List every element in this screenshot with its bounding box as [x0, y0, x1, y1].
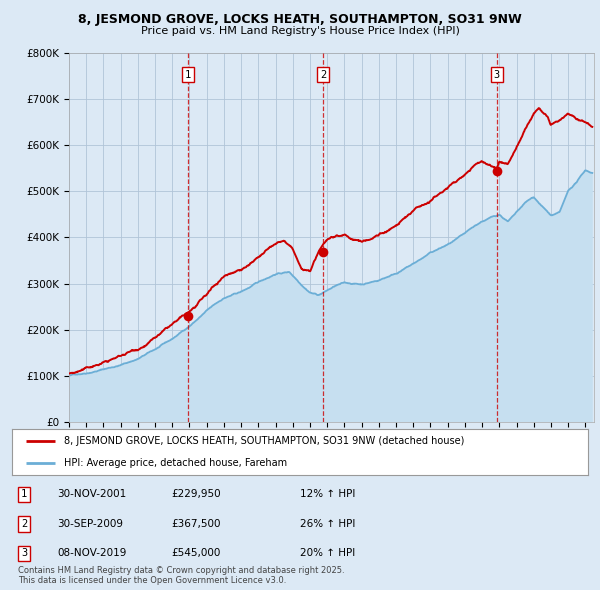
Text: Price paid vs. HM Land Registry's House Price Index (HPI): Price paid vs. HM Land Registry's House … [140, 26, 460, 36]
Text: 12% ↑ HPI: 12% ↑ HPI [300, 490, 355, 499]
Text: 2: 2 [320, 70, 326, 80]
Text: 30-NOV-2001: 30-NOV-2001 [57, 490, 126, 499]
Text: 2: 2 [21, 519, 27, 529]
Text: 8, JESMOND GROVE, LOCKS HEATH, SOUTHAMPTON, SO31 9NW (detached house): 8, JESMOND GROVE, LOCKS HEATH, SOUTHAMPT… [64, 437, 464, 447]
Text: £367,500: £367,500 [171, 519, 221, 529]
Text: 1: 1 [21, 490, 27, 499]
Text: 8, JESMOND GROVE, LOCKS HEATH, SOUTHAMPTON, SO31 9NW: 8, JESMOND GROVE, LOCKS HEATH, SOUTHAMPT… [78, 13, 522, 26]
Text: 20% ↑ HPI: 20% ↑ HPI [300, 549, 355, 558]
Text: HPI: Average price, detached house, Fareham: HPI: Average price, detached house, Fare… [64, 457, 287, 467]
Text: £229,950: £229,950 [171, 490, 221, 499]
Text: Contains HM Land Registry data © Crown copyright and database right 2025.
This d: Contains HM Land Registry data © Crown c… [18, 566, 344, 585]
Text: 26% ↑ HPI: 26% ↑ HPI [300, 519, 355, 529]
Text: 1: 1 [185, 70, 191, 80]
Text: £545,000: £545,000 [171, 549, 220, 558]
Text: 3: 3 [21, 549, 27, 558]
Text: 08-NOV-2019: 08-NOV-2019 [57, 549, 127, 558]
Text: 3: 3 [494, 70, 500, 80]
Text: 30-SEP-2009: 30-SEP-2009 [57, 519, 123, 529]
